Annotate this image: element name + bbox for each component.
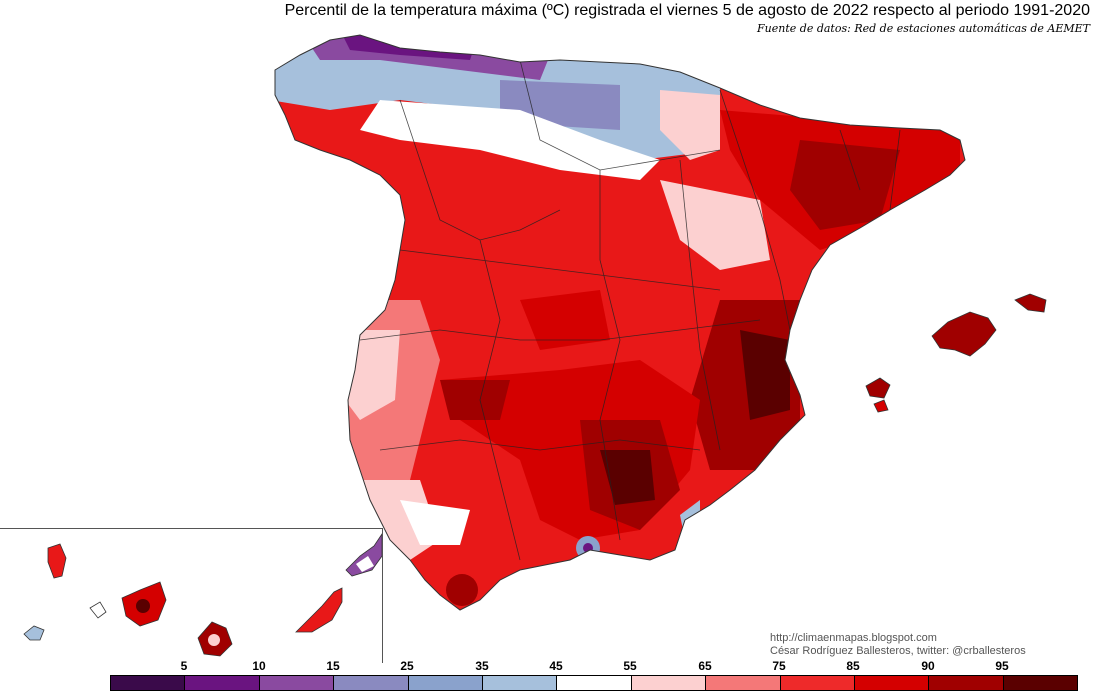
legend-swatch <box>1003 676 1078 690</box>
legend-swatch <box>706 676 781 690</box>
legend-swatch <box>929 676 1004 690</box>
legend-swatch <box>482 676 558 690</box>
legend-label: 10 <box>252 659 266 673</box>
data-source: Fuente de datos: Red de estaciones autom… <box>757 22 1090 35</box>
legend-label: 90 <box>921 659 935 673</box>
legend-swatch <box>631 676 707 690</box>
legend-swatch <box>557 676 632 690</box>
legend-label: 5 <box>180 659 188 673</box>
credits: http://climaenmapas.blogspot.com César R… <box>770 632 1026 658</box>
legend-swatch <box>854 676 930 690</box>
credits-author: César Rodríguez Ballesteros, twitter: @c… <box>770 645 1026 657</box>
credits-website[interactable]: http://climaenmapas.blogspot.com <box>770 632 937 644</box>
legend-label: 75 <box>772 659 786 673</box>
legend-color-bar <box>110 675 1078 691</box>
legend-swatch <box>259 676 335 690</box>
color-legend: 5 10 15 25 35 45 55 65 75 85 90 95 <box>110 659 1078 693</box>
map-title: Percentil de la temperatura máxima (ºC) … <box>284 2 1090 19</box>
legend-label: 95 <box>995 659 1009 673</box>
legend-label: 55 <box>623 659 637 673</box>
legend-label: 25 <box>400 659 414 673</box>
legend-swatch <box>111 676 186 690</box>
legend-label: 45 <box>549 659 563 673</box>
peninsula-map <box>274 34 966 611</box>
legend-label: 35 <box>475 659 489 673</box>
legend-label: 85 <box>846 659 860 673</box>
legend-swatch <box>334 676 409 690</box>
baleares-map <box>865 293 1047 413</box>
legend-swatch <box>185 676 260 690</box>
legend-swatch <box>408 676 483 690</box>
canarias-inset-frame <box>0 528 383 663</box>
legend-label: 15 <box>326 659 340 673</box>
legend-labels: 5 10 15 25 35 45 55 65 75 85 90 95 <box>110 659 1078 673</box>
legend-label: 65 <box>698 659 712 673</box>
legend-swatch <box>780 676 855 690</box>
